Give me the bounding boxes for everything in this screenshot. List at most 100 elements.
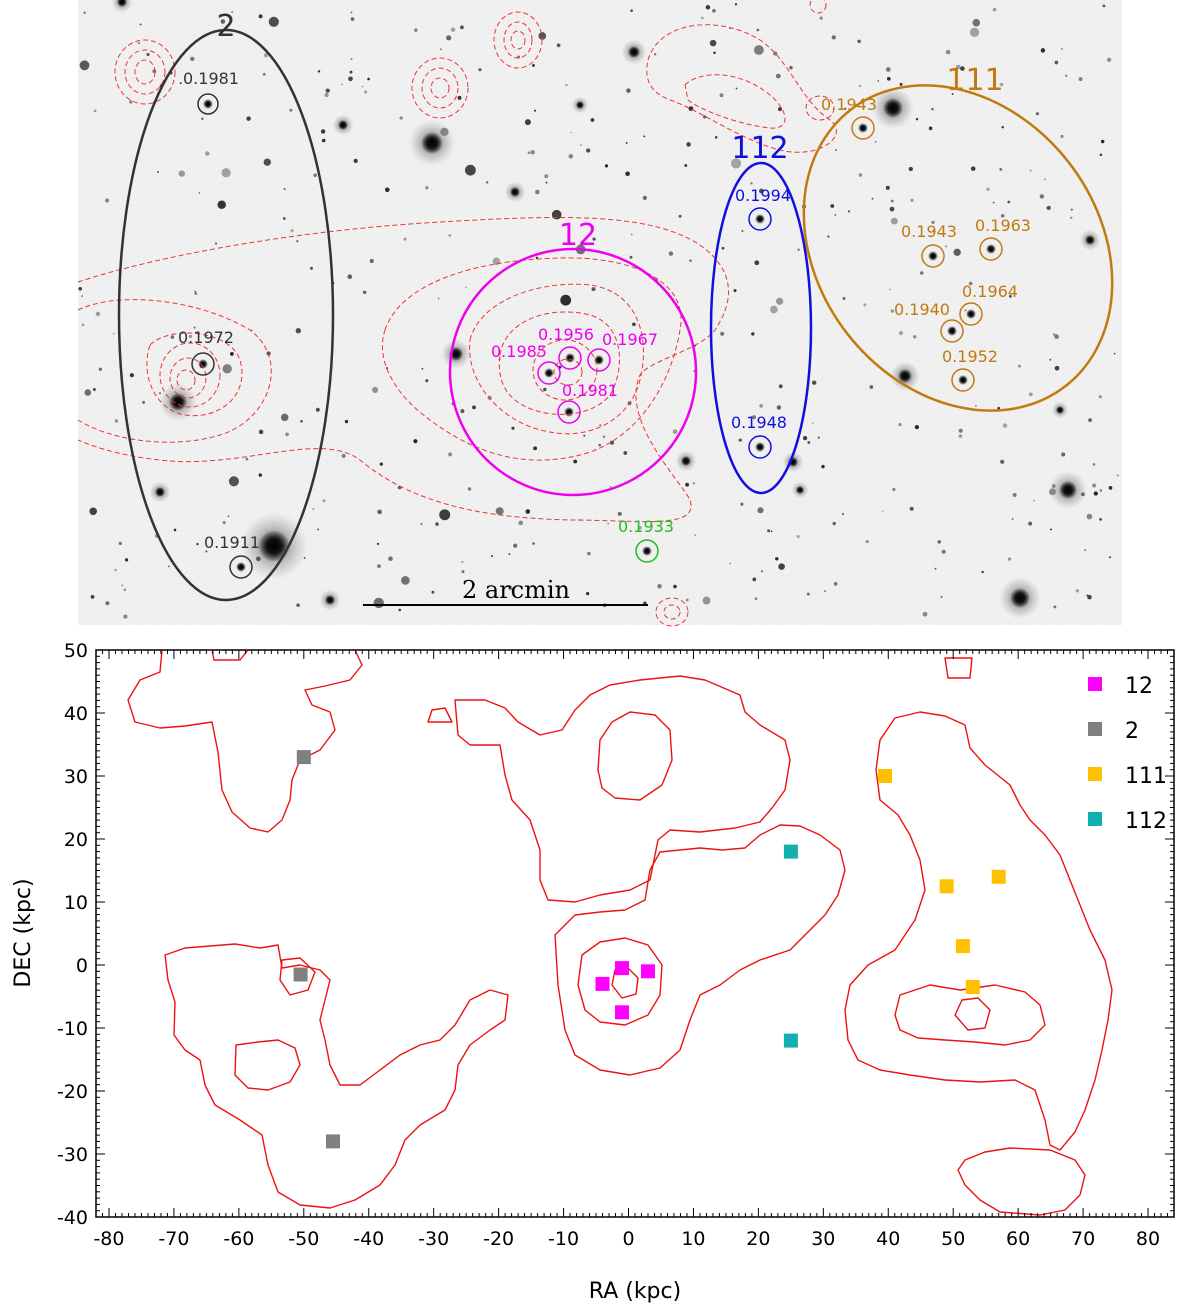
x-tick-label: 40 [876,1228,900,1250]
contour-center-inner [577,937,663,1026]
x-tick-label: -20 [483,1228,514,1250]
star-dot [350,11,353,14]
star-dot [573,459,578,464]
star-dot [222,364,232,374]
galaxy-core [544,368,554,378]
star-dot [941,549,946,554]
star-dot [720,331,725,336]
contour-bottom-1 [655,597,689,627]
redshift-label: 0.1948 [731,413,787,432]
star-dot [694,534,697,536]
star-dot [435,522,439,526]
star-dot [1035,112,1039,116]
x-tick-label: -10 [548,1228,579,1250]
star-dot [686,142,691,147]
star-dot [266,351,271,356]
star-dot [379,462,383,466]
y-tick-label: 20 [64,829,88,851]
contour-right-inner2 [954,997,991,1031]
star-dot [702,596,711,605]
star-dot [714,136,718,139]
star-dot [705,5,711,10]
star-dot [754,260,760,266]
star-field [78,0,1119,619]
star-dot [1093,491,1098,496]
star-dot [421,367,424,370]
star-dot [847,210,851,213]
star-dot [617,511,622,516]
star-dot [290,229,294,233]
bright-star [510,187,520,197]
scale-bar-label: 2 arcmin [462,576,570,604]
contour-left-2 [77,299,272,443]
star-dot [751,332,755,336]
star-dot [1086,513,1093,520]
chart-points [293,750,1006,1149]
star-dot [388,556,393,562]
star-dot [1065,74,1068,77]
star-dot [1061,452,1066,457]
star-dot [188,334,193,339]
y-tick-label: 40 [64,703,88,725]
star-dot [770,305,778,314]
galaxy-marker [229,555,253,579]
data-point-group-112 [783,844,798,859]
star-dot [114,568,117,572]
star-dot [289,108,293,112]
star-dot [885,185,890,190]
star-dot [757,507,764,514]
star-dot [1054,60,1059,65]
star-dot [220,19,226,24]
group-112-ellipse [709,161,813,495]
star-dot [465,286,468,289]
contour-right [844,711,1113,1151]
star-dot [1054,365,1060,371]
star-dot [1102,4,1106,8]
mass-map-contours [127,649,1113,1216]
star-dot [834,214,836,216]
star-dot [205,151,210,156]
star-dot [258,473,262,477]
star-dot [121,584,124,587]
chart-axes: -80 -70 -60 -50 -40 -30 -20 -10 0 10 20 30 40 50 60 70 8… [57,640,1175,1250]
star-dot [312,508,315,511]
star-dot [673,584,677,589]
star-dot [178,170,185,177]
star-dot [81,323,85,327]
star-dot [643,601,647,605]
star-dot [643,135,646,138]
star-dot [401,576,410,585]
star-dot [604,164,609,168]
star-dot [1044,178,1047,181]
star-dot [137,42,140,44]
star-dot [89,507,97,516]
star-dot [139,23,142,26]
contour-left-6 [176,369,196,391]
star-dot [802,435,808,441]
star-dot [460,409,465,414]
data-point-group-2 [293,967,308,982]
star-dot [1033,499,1035,502]
star-dot [719,93,724,98]
star-dot [98,367,103,372]
star-dot [320,129,326,134]
star-dot [1116,474,1119,477]
bright-star [681,456,691,466]
star-dot [1106,57,1112,62]
y-tick-label: -30 [57,1144,88,1166]
contour-top-left-gap [211,649,249,661]
star-dot [740,502,744,506]
redshift-label: 0.1981 [562,381,618,400]
star-dot [348,76,353,82]
galaxy-marker [951,368,975,392]
star-dot [890,199,894,203]
star-dot [263,158,271,166]
star-dot [440,48,442,51]
star-dot [889,288,892,291]
galaxy-core [642,546,652,556]
star-dot [997,406,1000,410]
bright-star [796,486,804,494]
star-dot [168,565,170,568]
legend-swatch-111 [1088,767,1102,781]
